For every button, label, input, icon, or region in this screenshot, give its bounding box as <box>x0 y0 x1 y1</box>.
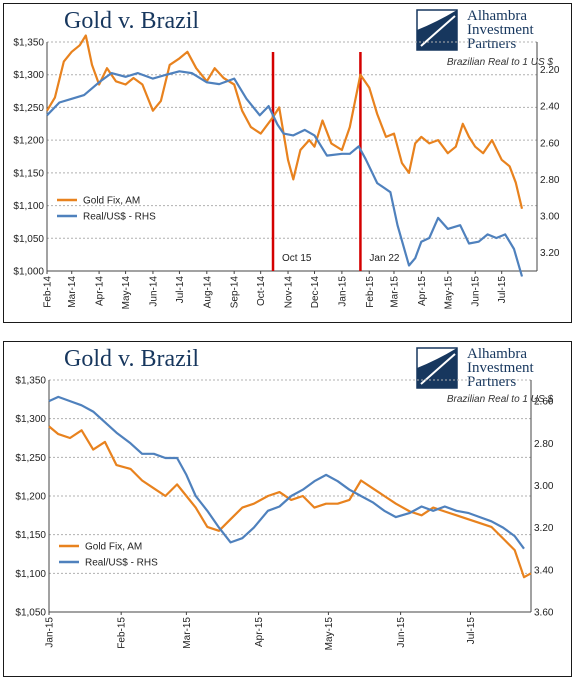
brand-line-1: Alhambra <box>467 8 527 24</box>
legend-label: Real/US$ - RHS <box>83 212 156 223</box>
y-left-tick-label: $1,050 <box>13 234 44 245</box>
x-tick-label: Sep-14 <box>230 276 241 309</box>
y-left-tick-label: $1,300 <box>13 70 44 81</box>
y-right-tick-label: 3.20 <box>534 523 554 534</box>
x-tick-label: Mar-15 <box>389 276 400 308</box>
chart-subtitle: Brazilian Real to 1 US $ <box>446 57 553 68</box>
chart-1-plot: $1,000 $1,050 $1,100 $1,150 $1,200 $1,250 $1,3… <box>13 34 560 310</box>
x-tick-label: Apr-15 <box>254 617 265 647</box>
brand-logo-icon <box>416 347 458 389</box>
y-left-tick-label: $1,100 <box>13 201 44 212</box>
y-left-tick-label: $1,200 <box>13 136 44 147</box>
brand-line-3: Partners <box>467 36 517 52</box>
y-left-tick-label: $1,250 <box>13 103 44 114</box>
y-right-tick-label: 3.20 <box>540 248 560 259</box>
x-tick-label: Feb-15 <box>365 276 376 308</box>
y-left-tick-label: $1,350 <box>15 376 46 387</box>
x-tick-label: Dec-14 <box>310 276 321 309</box>
brand-logo-icon <box>416 9 458 51</box>
y-right-tick-label: 3.00 <box>540 212 560 223</box>
y-right-tick-label: 2.60 <box>534 397 554 408</box>
y-right-tick-label: 2.60 <box>540 138 560 149</box>
brand-line-1: Alhambra <box>467 346 527 362</box>
x-tick-label: Jul-14 <box>175 276 186 304</box>
x-tick-label: Jun-15 <box>396 617 407 648</box>
chart-title: Gold v. Brazil <box>64 346 200 372</box>
chart-title: Gold v. Brazil <box>64 8 200 34</box>
brand-logo: Alhambra Investment Partners <box>415 346 563 394</box>
x-tick-label: Mar-14 <box>67 276 78 308</box>
y-right-tick-label: 2.20 <box>540 65 560 76</box>
x-tick-label: Jun-14 <box>148 276 159 307</box>
x-tick-label: May-14 <box>121 276 132 310</box>
x-tick-label: Apr-14 <box>95 276 106 306</box>
legend-label: Gold Fix, AM <box>83 196 140 207</box>
chart-panel-top: Gold v. Brazil Alhambra Investment Partn… <box>3 3 572 323</box>
y-right-tick-label: 2.80 <box>534 439 554 450</box>
y-right-tick-label: 3.00 <box>534 481 554 492</box>
x-tick-label: May-15 <box>443 276 454 310</box>
y-left-tick-label: $1,000 <box>13 267 44 278</box>
y-left-tick-label: $1,300 <box>15 414 46 425</box>
annotation-label: Jan 22 <box>369 253 399 264</box>
brand-logo: Alhambra Investment Partners <box>415 8 563 56</box>
x-tick-label: Apr-15 <box>417 276 428 306</box>
series-line-gold <box>46 34 524 210</box>
legend-label: Real/US$ - RHS <box>85 558 158 569</box>
x-tick-label: Nov-14 <box>284 276 295 309</box>
series-line-gold <box>48 425 532 579</box>
y-left-tick-label: $1,150 <box>15 530 46 541</box>
x-tick-label: Aug-14 <box>202 276 213 309</box>
x-tick-label: Feb-14 <box>43 276 54 308</box>
y-left-tick-label: $1,150 <box>13 168 44 179</box>
brand-line-2: Investment <box>467 360 534 376</box>
y-left-tick-label: $1,350 <box>13 38 44 49</box>
series-line-real <box>48 395 525 550</box>
x-tick-label: Oct-14 <box>256 276 267 306</box>
legend-label: Gold Fix, AM <box>85 542 142 553</box>
x-tick-label: Jan-15 <box>337 276 348 307</box>
y-left-tick-label: $1,100 <box>15 569 46 580</box>
y-right-tick-label: 3.40 <box>534 565 554 576</box>
x-tick-label: Jul-15 <box>466 617 477 645</box>
y-left-tick-label: $1,250 <box>15 453 46 464</box>
brand-line-3: Partners <box>467 374 517 390</box>
y-right-tick-label: 2.40 <box>540 102 560 113</box>
series-line-real <box>46 70 524 277</box>
chart-2-plot: $1,050 $1,100 $1,150 $1,200 $1,250 $1,300 $1,3… <box>15 376 554 651</box>
x-tick-label: Mar-15 <box>182 617 193 649</box>
x-tick-label: May-15 <box>324 617 335 651</box>
chart-subtitle: Brazilian Real to 1 US $ <box>446 394 553 405</box>
x-tick-label: Jan-15 <box>45 617 56 648</box>
y-right-tick-label: 3.60 <box>534 608 554 619</box>
y-left-tick-label: $1,200 <box>15 492 46 503</box>
brand-line-2: Investment <box>467 22 534 38</box>
chart-panel-bottom: Gold v. Brazil Alhambra Investment Partn… <box>3 341 572 677</box>
y-left-tick-label: $1,050 <box>15 608 46 619</box>
x-tick-label: Jun-15 <box>471 276 482 307</box>
x-tick-label: Feb-15 <box>117 617 128 649</box>
annotation-label: Oct 15 <box>282 253 312 264</box>
x-tick-label: Jul-15 <box>497 276 508 304</box>
y-right-tick-label: 2.80 <box>540 175 560 186</box>
